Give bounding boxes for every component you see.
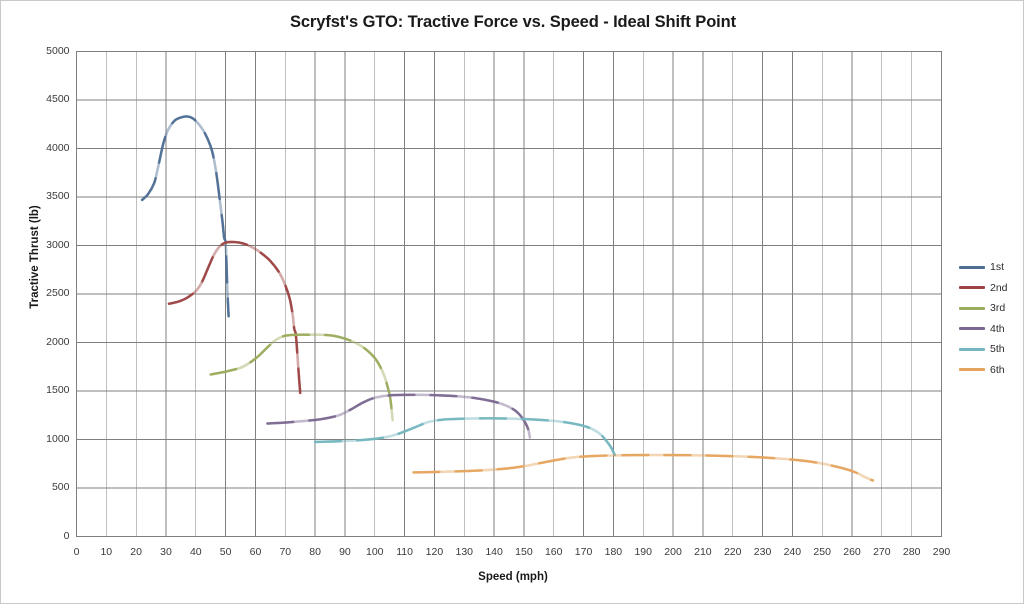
x-tick-label: 140 bbox=[485, 545, 503, 558]
x-tick-label: 240 bbox=[783, 545, 802, 558]
series-layer bbox=[140, 115, 875, 482]
x-tick-label: 50 bbox=[219, 545, 232, 558]
y-tick-label: 3000 bbox=[46, 238, 70, 251]
x-tick-label: 160 bbox=[544, 545, 563, 558]
y-tick-label: 2500 bbox=[46, 287, 70, 299]
legend-item-label: 3rd bbox=[990, 302, 1006, 315]
x-tick-label: 100 bbox=[366, 545, 384, 558]
page-title: Scryfst's GTO: Tractive Force vs. Speed … bbox=[289, 13, 737, 31]
x-tick-label: 200 bbox=[664, 545, 682, 558]
series-line-1st bbox=[140, 115, 230, 318]
y-tick-label: 5000 bbox=[46, 44, 70, 57]
x-axis-title: Speed (mph) bbox=[478, 571, 548, 583]
legend-item-2nd[interactable]: 2nd bbox=[959, 278, 1008, 299]
series-line-4th bbox=[266, 393, 532, 439]
x-tick-label: 260 bbox=[843, 545, 861, 558]
x-tick-label: 10 bbox=[100, 545, 113, 558]
legend-item-3rd[interactable]: 3rd bbox=[959, 298, 1008, 319]
series-line-5th bbox=[313, 417, 617, 457]
series-line-2nd bbox=[167, 240, 302, 395]
y-tick-label: 4000 bbox=[46, 141, 70, 154]
x-tick-label: 90 bbox=[339, 545, 351, 558]
x-tick-label: 190 bbox=[634, 545, 652, 558]
legend-item-label: 6th bbox=[990, 363, 1005, 376]
legend-swatch-icon bbox=[959, 347, 985, 351]
legend-item-1st[interactable]: 1st bbox=[959, 257, 1008, 278]
series-line-6th bbox=[412, 453, 875, 482]
x-tick-label: 270 bbox=[873, 545, 891, 558]
chart-legend: 1st 2nd 3rd 4th 5th 6th bbox=[959, 257, 1008, 380]
x-tick-label: 110 bbox=[396, 545, 413, 558]
x-tick-label: 210 bbox=[694, 545, 712, 558]
y-tick-label: 1000 bbox=[46, 432, 70, 445]
x-tick-label: 20 bbox=[130, 545, 142, 558]
legend-item-6th[interactable]: 6th bbox=[959, 360, 1008, 381]
x-tick-label: 230 bbox=[753, 545, 772, 558]
legend-swatch-icon bbox=[959, 306, 985, 310]
x-tick-label: 60 bbox=[249, 545, 262, 558]
legend-item-5th[interactable]: 5th bbox=[959, 339, 1008, 360]
legend-item-label: 5th bbox=[990, 343, 1005, 356]
y-tick-label: 1500 bbox=[46, 384, 70, 396]
x-tick-label: 180 bbox=[604, 545, 623, 558]
x-tick-label: 40 bbox=[189, 545, 202, 558]
x-tick-label: 170 bbox=[574, 545, 593, 558]
gridlines bbox=[76, 51, 942, 537]
x-tick-label: 150 bbox=[515, 545, 533, 558]
x-tick-label: 30 bbox=[160, 545, 172, 558]
plot-frame bbox=[76, 51, 942, 537]
x-tick-label: 250 bbox=[813, 545, 831, 558]
x-tick-label: 0 bbox=[73, 545, 80, 558]
legend-swatch-icon bbox=[959, 265, 985, 269]
x-tick-label: 280 bbox=[902, 545, 921, 558]
legend-swatch-icon bbox=[959, 327, 985, 331]
y-tick-label: 3500 bbox=[46, 190, 70, 202]
x-tick-label: 80 bbox=[309, 545, 321, 558]
y-tick-label: 0 bbox=[63, 529, 70, 542]
x-tick-label: 290 bbox=[932, 545, 951, 558]
x-tick-label: 120 bbox=[425, 545, 444, 558]
legend-swatch-icon bbox=[959, 286, 985, 290]
legend-item-label: 4th bbox=[990, 322, 1005, 335]
legend-swatch-icon bbox=[959, 368, 985, 372]
y-tick-label: 2000 bbox=[46, 335, 70, 348]
legend-item-label: 1st bbox=[990, 261, 1005, 274]
y-tick-label: 4500 bbox=[46, 93, 70, 105]
x-tick-label: 130 bbox=[455, 545, 474, 558]
x-tick-label: 70 bbox=[279, 545, 292, 558]
x-tick-label: 220 bbox=[723, 545, 742, 558]
legend-item-4th[interactable]: 4th bbox=[959, 319, 1008, 340]
y-tick-label: 500 bbox=[51, 481, 70, 493]
series-line-3rd bbox=[209, 333, 394, 422]
legend-item-label: 2nd bbox=[990, 281, 1008, 294]
